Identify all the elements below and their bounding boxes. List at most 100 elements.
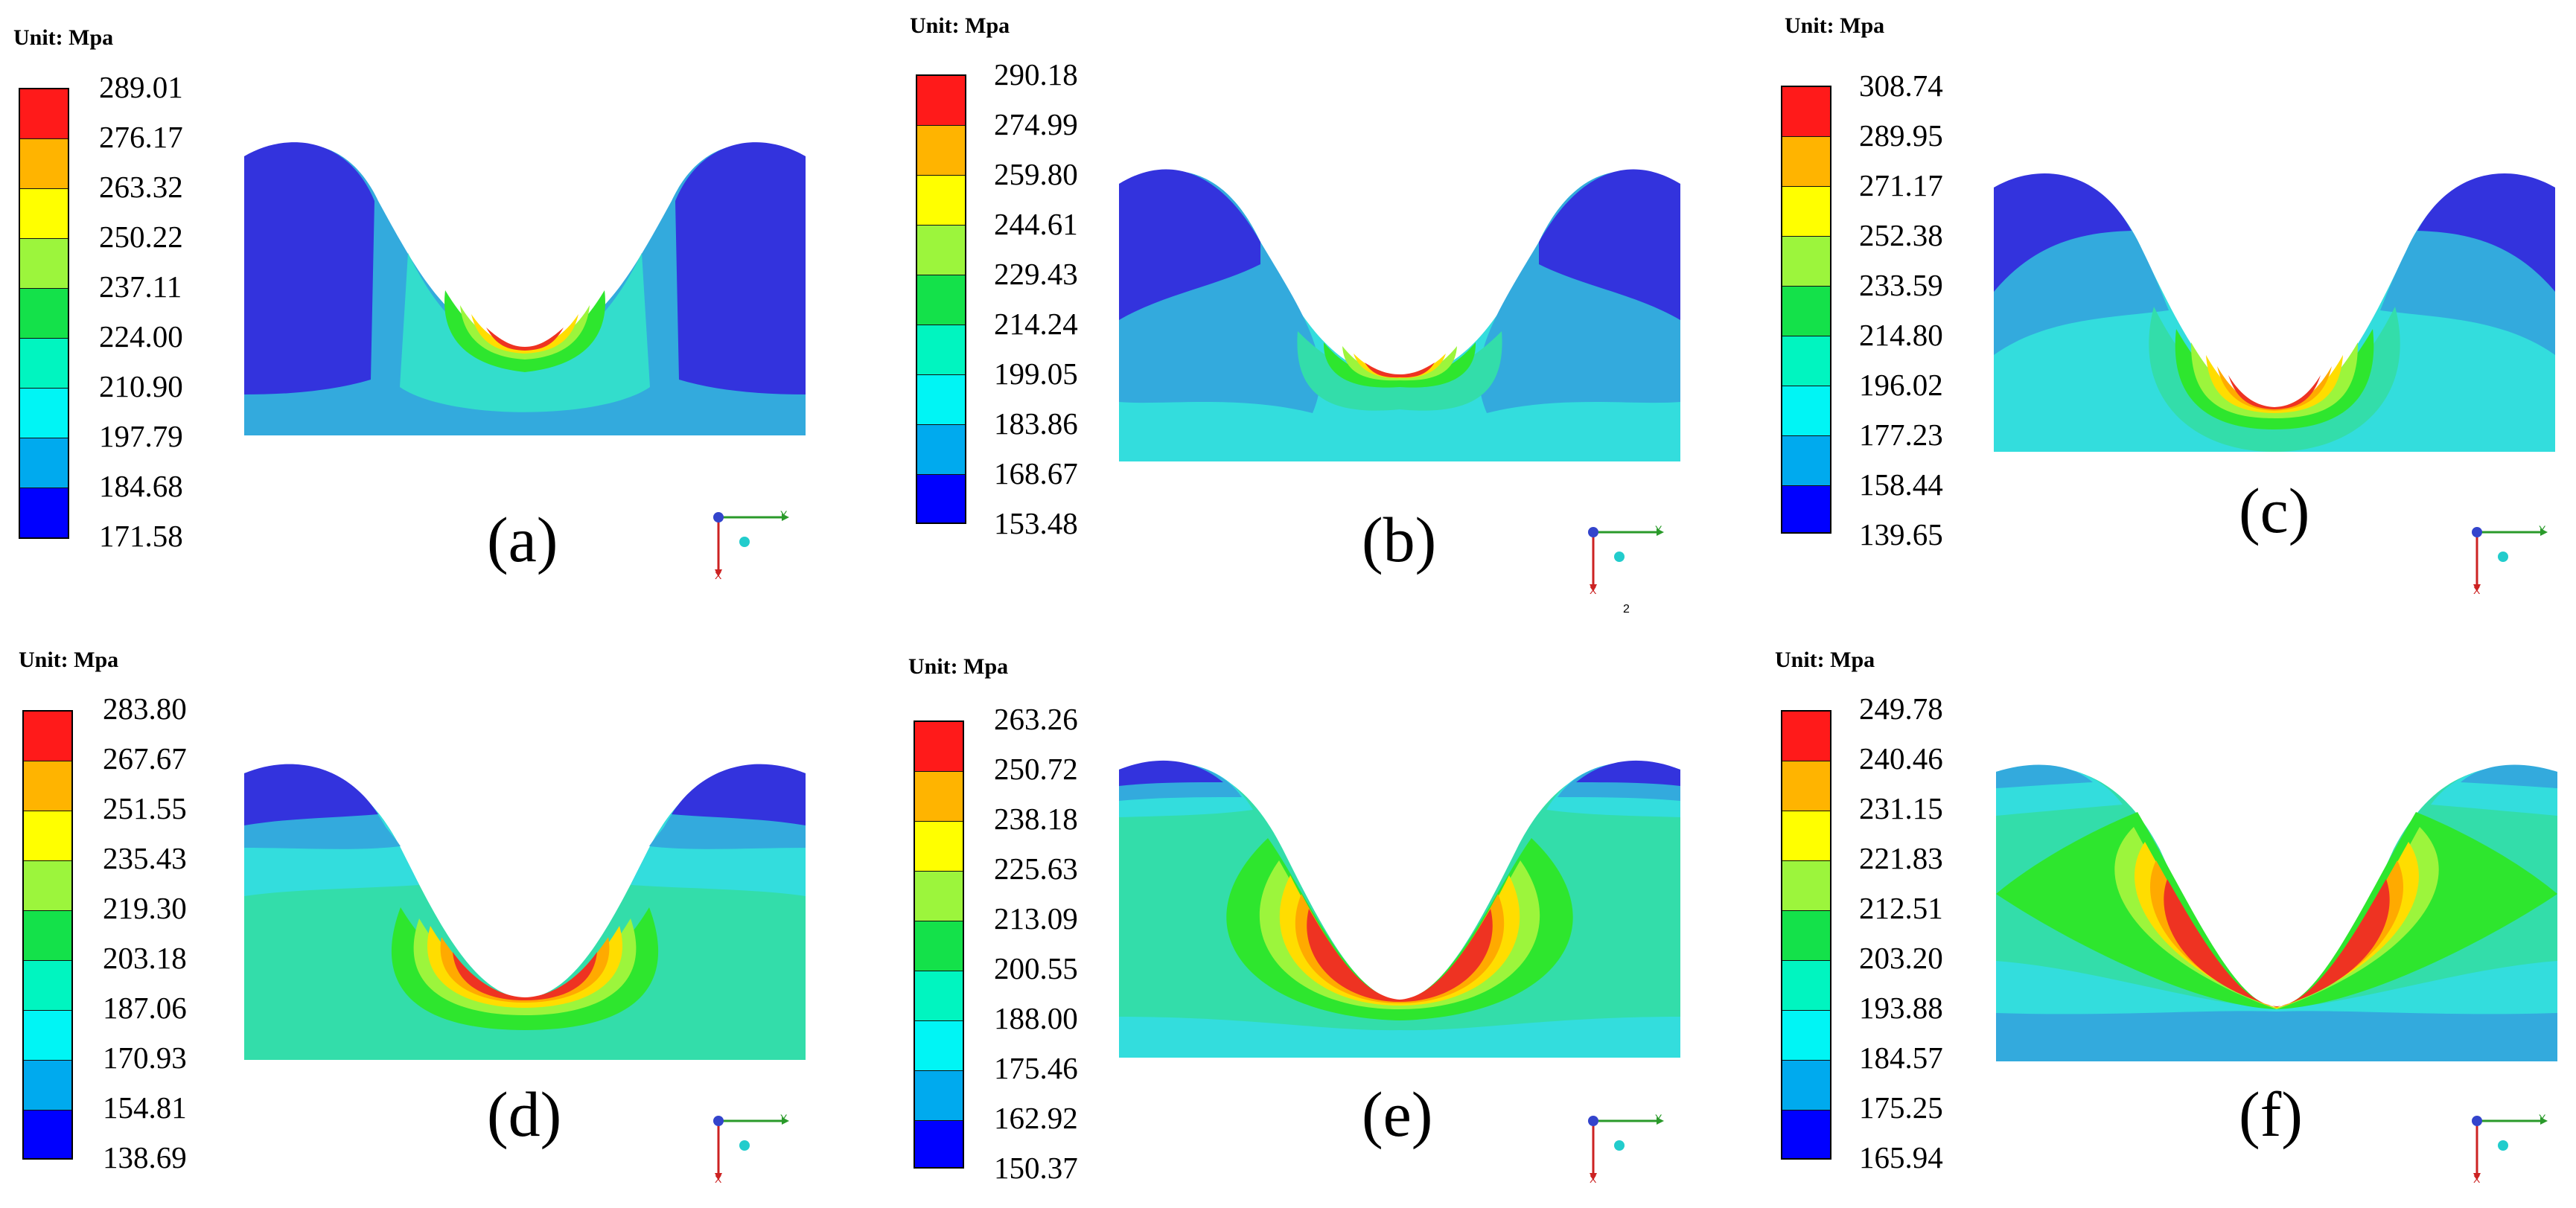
colorbar-tick: 175.25 <box>1859 1090 1943 1125</box>
colorbar-tick: 231.15 <box>1859 791 1943 825</box>
colorbar-cell <box>20 488 68 537</box>
colorbar-cell <box>20 339 68 389</box>
colorbar-tick: 165.94 <box>1859 1140 1943 1175</box>
colorbar-tick: 252.38 <box>1859 218 1943 252</box>
colorbar-tick: 177.23 <box>1859 418 1943 452</box>
colorbar-tick: 170.93 <box>103 1041 187 1075</box>
colorbar <box>1781 710 1831 1160</box>
colorbar-cell <box>24 861 71 911</box>
colorbar-cell <box>1782 386 1830 436</box>
colorbar-tick: 276.17 <box>99 120 183 154</box>
coordinate-axes-icon <box>2472 527 2548 592</box>
colorbar-cell <box>24 811 71 861</box>
colorbar-tick: 283.80 <box>103 691 187 726</box>
panel-e: Unit: Mpa 263.26 250.72 238.18 225.63 21… <box>875 604 1733 1207</box>
panel-f: Unit: Mpa 249.78 240.46 231.15 221.83 21… <box>1718 604 2576 1207</box>
unit-label: Unit: Mpa <box>908 654 1009 679</box>
colorbar-tick: 175.46 <box>994 1051 1078 1085</box>
colorbar-cell <box>20 389 68 438</box>
colorbar-tick: 250.22 <box>99 220 183 254</box>
colorbar-cell <box>24 712 71 761</box>
colorbar-cell <box>24 1011 71 1061</box>
colorbar-cell <box>917 126 965 176</box>
colorbar-cell <box>1782 436 1830 486</box>
colorbar <box>19 88 69 539</box>
colorbar-cell <box>915 971 963 1021</box>
colorbar-cell <box>1782 187 1830 237</box>
panel-caption: (c) <box>2239 475 2310 546</box>
colorbar-cell <box>1782 237 1830 287</box>
axis-label-x: X <box>2473 1173 2481 1185</box>
colorbar-tick: 212.51 <box>1859 891 1943 925</box>
colorbar-cell <box>1782 811 1830 861</box>
colorbar-tick: 197.79 <box>99 419 183 453</box>
colorbar-tick: 210.90 <box>99 369 183 403</box>
colorbar-cell <box>20 239 68 289</box>
colorbar-tick: 162.92 <box>994 1101 1078 1135</box>
colorbar-cell <box>1782 287 1830 336</box>
colorbar-cell <box>24 1110 71 1158</box>
colorbar-cell <box>915 1121 963 1167</box>
axis-label-y: Y <box>1655 1112 1662 1124</box>
colorbar-tick: 263.32 <box>99 170 183 204</box>
colorbar-tick: 290.18 <box>994 57 1078 92</box>
axis-label-y: Y <box>2539 523 2546 535</box>
colorbar-tick: 219.30 <box>103 891 187 925</box>
colorbar <box>1781 86 1831 534</box>
colorbar-tick: 168.67 <box>994 456 1078 490</box>
colorbar-cell <box>20 139 68 189</box>
colorbar-cell <box>1782 87 1830 137</box>
panel-a: Unit: Mpa 289.01 276.17 263.32 250.22 23… <box>0 0 858 604</box>
colorbar-tick: 184.57 <box>1859 1041 1943 1075</box>
stress-contour-plot <box>244 764 806 1060</box>
colorbar-cell <box>24 1061 71 1110</box>
colorbar-cell <box>915 1021 963 1071</box>
axis-label-x: X <box>715 1173 722 1185</box>
colorbar-cell <box>917 176 965 226</box>
colorbar-cell <box>20 189 68 239</box>
colorbar-cell <box>917 425 965 475</box>
panel-caption: (a) <box>487 504 558 575</box>
colorbar-tick: 244.61 <box>994 207 1078 241</box>
panel-b: Unit: Mpa 290.18 274.99 259.80 244.61 22… <box>875 0 1733 616</box>
colorbar-cell <box>20 438 68 488</box>
colorbar-cell <box>915 772 963 822</box>
colorbar-tick: 184.68 <box>99 469 183 503</box>
colorbar-cell <box>917 275 965 325</box>
stress-contour-plot <box>244 142 806 435</box>
axis-label-y: Y <box>1655 523 1662 535</box>
colorbar-cell <box>1782 961 1830 1011</box>
colorbar-tick: 224.00 <box>99 319 183 354</box>
axis-label-y: Y <box>780 508 788 520</box>
colorbar-tick: 225.63 <box>994 851 1078 886</box>
colorbar-cell <box>915 1071 963 1121</box>
stress-contour-plot <box>1996 764 2557 1061</box>
panel-c: Unit: Mpa 308.74 289.95 271.17 252.38 23… <box>1718 0 2576 604</box>
colorbar-cell <box>1782 486 1830 532</box>
colorbar-cell <box>1782 712 1830 761</box>
colorbar-tick: 250.72 <box>994 752 1078 786</box>
colorbar-cell <box>24 961 71 1011</box>
colorbar-cell <box>1782 336 1830 386</box>
colorbar-tick: 154.81 <box>103 1090 187 1125</box>
stress-contour-plot <box>1119 760 1680 1058</box>
colorbar-tick: 203.20 <box>1859 941 1943 975</box>
colorbar-tick: 274.99 <box>994 107 1078 141</box>
colorbar-cell <box>915 822 963 872</box>
colorbar-cell <box>20 289 68 339</box>
axis-label-x: X <box>1590 584 1597 596</box>
unit-label: Unit: Mpa <box>19 648 119 672</box>
colorbar <box>914 720 964 1169</box>
colorbar-cell <box>20 89 68 139</box>
colorbar-tick: 238.18 <box>994 802 1078 836</box>
colorbar-tick: 263.26 <box>994 702 1078 736</box>
colorbar-tick: 235.43 <box>103 841 187 875</box>
colorbar <box>916 74 966 524</box>
colorbar-tick: 271.17 <box>1859 168 1943 202</box>
colorbar-tick: 150.37 <box>994 1151 1078 1185</box>
panel-caption: (e) <box>1362 1078 1433 1150</box>
colorbar-cell <box>917 76 965 126</box>
colorbar-cell <box>915 921 963 971</box>
colorbar-tick: 308.74 <box>1859 68 1943 103</box>
colorbar-cell <box>1782 761 1830 811</box>
